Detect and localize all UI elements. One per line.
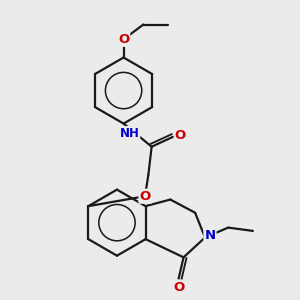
Text: O: O	[173, 280, 184, 294]
Text: O: O	[140, 190, 151, 203]
Text: NH: NH	[119, 127, 139, 140]
Text: O: O	[175, 129, 186, 142]
Text: O: O	[118, 33, 129, 46]
Text: N: N	[204, 230, 215, 242]
